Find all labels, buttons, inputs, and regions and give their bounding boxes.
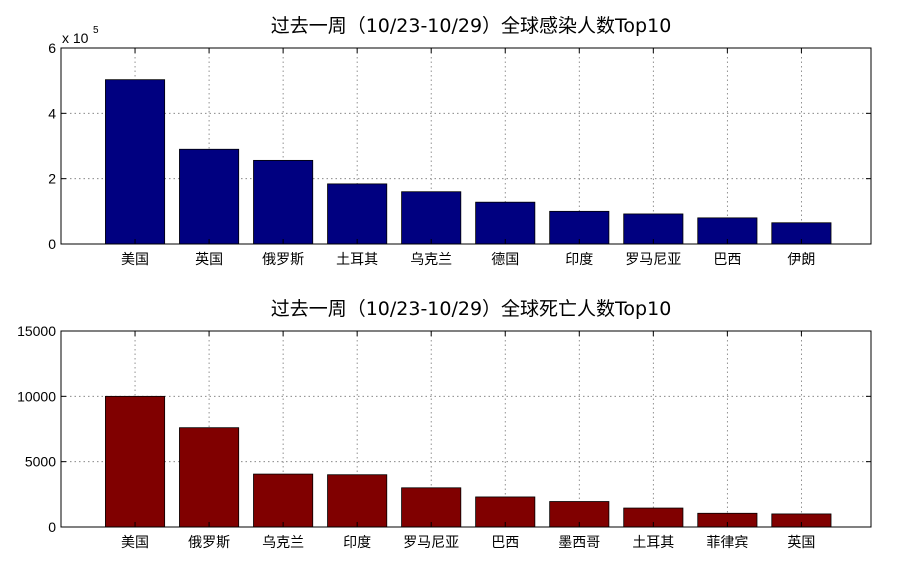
x-tick-label: 巴西 bbox=[713, 252, 741, 268]
x-tick-label: 土耳其 bbox=[632, 535, 674, 551]
y-tick-label: 0 bbox=[48, 236, 56, 252]
x-tick-label: 伊朗 bbox=[787, 252, 815, 268]
bar bbox=[253, 473, 314, 528]
bar bbox=[401, 191, 462, 245]
x-tick-label: 俄罗斯 bbox=[262, 252, 304, 268]
bar bbox=[253, 159, 314, 245]
x-tick-label: 印度 bbox=[565, 252, 593, 268]
x-tick-label: 俄罗斯 bbox=[188, 535, 230, 551]
bar bbox=[327, 183, 388, 245]
y-tick-label: 10000 bbox=[17, 388, 56, 404]
x-tick-label: 罗马尼亚 bbox=[403, 535, 459, 551]
bar bbox=[179, 148, 240, 245]
x-tick-label: 乌克兰 bbox=[410, 252, 452, 268]
bar bbox=[475, 496, 536, 528]
x-tick-label: 墨西哥 bbox=[558, 535, 600, 551]
x-tick-label: 菲律宾 bbox=[706, 535, 748, 551]
exponent-label: x 10 bbox=[62, 30, 89, 46]
x-tick-label: 美国 bbox=[121, 252, 149, 268]
bar bbox=[327, 474, 388, 528]
deaths-chart: 过去一周（10/23-10/29）全球死亡人数Top10 0 5000 10000 1… bbox=[17, 298, 872, 551]
y-tick-label: 6 bbox=[48, 40, 56, 56]
x-tick-label: 英国 bbox=[787, 534, 815, 551]
infections-chart: 过去一周（10/23-10/29）全球感染人数Top10 x 10 5 0 2 4 6… bbox=[48, 15, 872, 268]
bar bbox=[401, 487, 462, 528]
bar bbox=[623, 213, 684, 245]
chart-title: 过去一周（10/23-10/29）全球感染人数Top10 bbox=[271, 15, 672, 37]
x-tick-label: 土耳其 bbox=[336, 252, 378, 268]
y-tick-label: 0 bbox=[48, 519, 56, 535]
bar bbox=[475, 201, 536, 245]
x-tick-label: 巴西 bbox=[491, 535, 519, 551]
x-tick-label: 印度 bbox=[343, 535, 371, 551]
x-tick-label: 美国 bbox=[121, 535, 149, 551]
x-tick-label: 德国 bbox=[491, 252, 519, 268]
chart-title: 过去一周（10/23-10/29）全球死亡人数Top10 bbox=[271, 298, 672, 320]
bar bbox=[549, 210, 610, 245]
bar bbox=[179, 427, 240, 528]
axes-box bbox=[60, 330, 872, 528]
axes-box bbox=[60, 47, 872, 245]
y-tick-label: 15000 bbox=[17, 323, 56, 339]
bar bbox=[105, 395, 166, 528]
x-tick-label: 英国 bbox=[195, 251, 223, 268]
exponent-power: 5 bbox=[93, 25, 99, 36]
x-tick-label: 乌克兰 bbox=[262, 535, 304, 551]
bar bbox=[105, 79, 166, 245]
x-tick-label: 罗马尼亚 bbox=[625, 252, 681, 268]
y-tick-label: 5000 bbox=[25, 454, 56, 470]
y-tick-label: 4 bbox=[48, 105, 56, 121]
y-tick-label: 2 bbox=[48, 171, 56, 187]
